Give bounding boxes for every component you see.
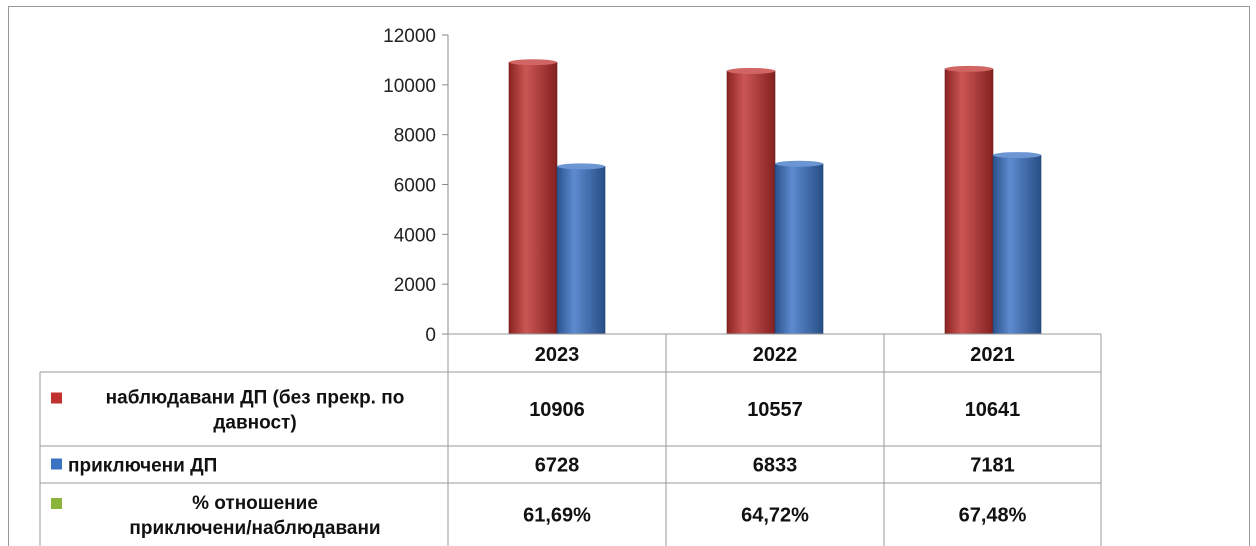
bar [992, 154, 1042, 335]
data-label: 67,48% [959, 505, 1027, 527]
bar [726, 70, 776, 335]
category-label: 2022 [753, 344, 798, 366]
data-label: 7181 [970, 455, 1015, 477]
bar-top [993, 152, 1041, 159]
bar-top [727, 67, 775, 74]
legend-label: давност) [213, 413, 296, 434]
data-label: 64,72% [741, 505, 809, 527]
legend-label: % отношение [192, 493, 318, 514]
bar-top [775, 160, 823, 167]
y-tick-label: 8000 [394, 126, 436, 147]
bar [556, 166, 606, 335]
legend-key [51, 458, 62, 470]
bar-top [945, 65, 993, 72]
legend-label: приключени/наблюдавани [129, 518, 380, 539]
y-tick-label: 6000 [394, 176, 436, 197]
bar-top [557, 163, 605, 170]
y-tick-label: 10000 [383, 76, 436, 97]
category-label: 2023 [535, 344, 580, 366]
y-tick-label: 4000 [394, 225, 436, 246]
data-label: 61,69% [523, 505, 591, 527]
chart-frame [8, 6, 1250, 546]
bar [508, 61, 558, 335]
bar-top [509, 59, 557, 66]
y-tick-label: 2000 [394, 275, 436, 296]
data-label: 10557 [747, 399, 803, 421]
data-label: 6728 [535, 455, 580, 477]
legend-key [51, 498, 62, 509]
bar [944, 68, 994, 335]
data-label: 10641 [965, 399, 1021, 421]
category-label: 2021 [970, 344, 1015, 366]
y-tick-label: 0 [425, 325, 436, 346]
data-label: 10906 [529, 399, 585, 421]
legend-label: приключени ДП [68, 456, 217, 477]
legend-label: наблюдавани ДП (без прекр. по [106, 388, 405, 409]
y-tick-label: 12000 [383, 26, 436, 47]
data-label: 6833 [753, 455, 798, 477]
bar [774, 163, 824, 335]
legend-key [51, 392, 62, 404]
